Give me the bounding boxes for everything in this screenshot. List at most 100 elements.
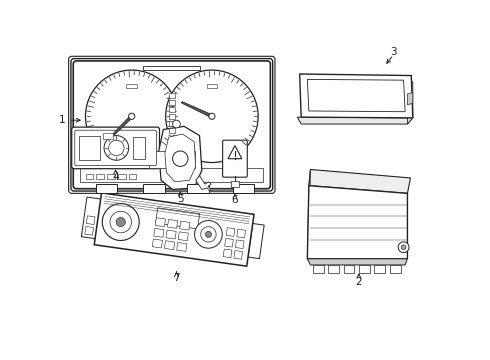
Polygon shape [205, 231, 212, 238]
Bar [169, 121, 175, 126]
Polygon shape [234, 251, 243, 259]
Text: 5: 5 [177, 194, 184, 204]
Polygon shape [156, 208, 200, 229]
Circle shape [172, 120, 180, 128]
Polygon shape [180, 221, 190, 230]
Polygon shape [196, 176, 211, 191]
Bar [169, 128, 175, 133]
Bar [82, 150, 88, 155]
Bar [343, 265, 354, 273]
Polygon shape [201, 227, 216, 242]
Bar [78, 136, 100, 160]
Polygon shape [309, 170, 411, 193]
Circle shape [104, 136, 129, 160]
Polygon shape [165, 241, 175, 250]
Polygon shape [81, 197, 102, 239]
FancyBboxPatch shape [222, 140, 247, 177]
Circle shape [398, 242, 409, 253]
Circle shape [85, 70, 178, 162]
Polygon shape [94, 193, 254, 266]
Polygon shape [86, 216, 95, 225]
Polygon shape [168, 220, 178, 228]
Bar [143, 66, 200, 70]
Circle shape [209, 113, 215, 120]
Circle shape [401, 245, 406, 249]
Polygon shape [110, 211, 131, 233]
Bar [169, 100, 175, 105]
Polygon shape [159, 126, 202, 189]
Text: 2: 2 [356, 277, 362, 287]
Polygon shape [307, 259, 408, 265]
Polygon shape [108, 115, 133, 140]
Circle shape [129, 113, 135, 120]
Bar [169, 94, 175, 98]
Polygon shape [235, 240, 244, 248]
Bar [132, 137, 145, 159]
Polygon shape [165, 134, 196, 182]
Bar [80, 168, 264, 182]
Text: 3: 3 [390, 48, 397, 58]
Polygon shape [166, 230, 176, 239]
Polygon shape [408, 82, 413, 124]
Bar [359, 265, 369, 273]
Circle shape [109, 140, 124, 156]
Bar [107, 174, 115, 180]
Bar [231, 181, 239, 187]
Bar [97, 174, 104, 180]
Polygon shape [408, 93, 413, 105]
Bar [82, 158, 88, 163]
Bar [206, 84, 217, 87]
Bar [143, 184, 165, 193]
Bar [233, 184, 254, 193]
Bar [82, 131, 88, 136]
Polygon shape [152, 239, 163, 248]
Bar [129, 174, 136, 180]
FancyBboxPatch shape [69, 56, 275, 193]
Polygon shape [181, 102, 213, 118]
Polygon shape [223, 249, 232, 258]
FancyBboxPatch shape [72, 127, 159, 169]
Bar [169, 107, 175, 112]
Bar [86, 174, 93, 180]
Polygon shape [226, 228, 235, 237]
Polygon shape [178, 232, 188, 241]
Text: 4: 4 [112, 172, 119, 182]
Circle shape [166, 70, 258, 162]
Bar [89, 158, 95, 163]
FancyBboxPatch shape [74, 61, 270, 189]
Polygon shape [237, 229, 245, 238]
Bar [313, 265, 323, 273]
Polygon shape [177, 243, 187, 251]
Bar [328, 265, 339, 273]
Bar [126, 84, 137, 87]
Polygon shape [85, 226, 94, 235]
Polygon shape [116, 217, 125, 227]
Polygon shape [300, 74, 413, 118]
Text: 6: 6 [232, 194, 238, 204]
Polygon shape [155, 218, 166, 227]
Bar [82, 139, 88, 143]
Polygon shape [307, 186, 408, 259]
Polygon shape [154, 228, 164, 237]
Polygon shape [297, 117, 413, 124]
Bar [96, 184, 117, 193]
Polygon shape [225, 238, 233, 247]
Circle shape [172, 151, 188, 166]
Bar [390, 265, 400, 273]
Polygon shape [248, 224, 264, 258]
Text: 1: 1 [59, 115, 66, 125]
Bar [118, 174, 125, 180]
Bar [169, 114, 175, 119]
Polygon shape [228, 145, 242, 159]
FancyBboxPatch shape [75, 130, 156, 166]
Bar [374, 265, 385, 273]
FancyBboxPatch shape [71, 59, 273, 191]
Bar [187, 184, 209, 193]
Text: 7: 7 [173, 273, 180, 283]
Polygon shape [307, 80, 405, 112]
Bar [149, 151, 195, 168]
Polygon shape [102, 204, 139, 240]
Polygon shape [195, 221, 222, 248]
Bar [103, 133, 113, 139]
Polygon shape [307, 170, 311, 259]
